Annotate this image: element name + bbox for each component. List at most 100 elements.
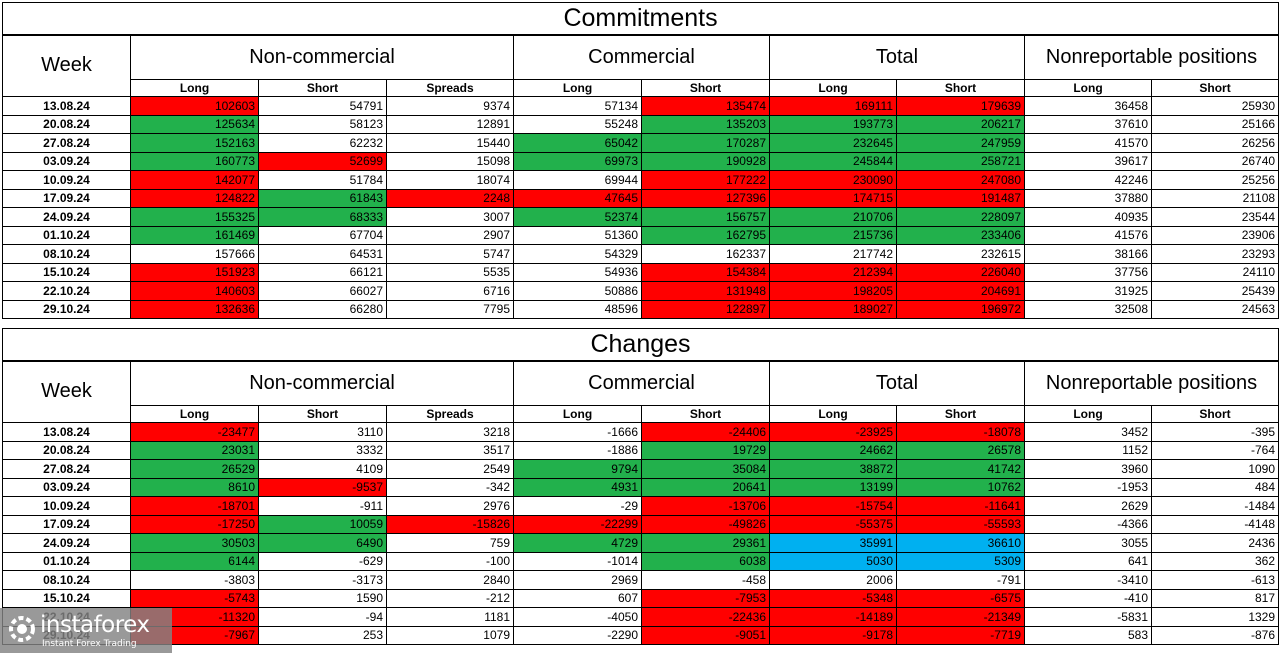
value-cell: 3007 (386, 207, 514, 227)
value-cell: 6490 (258, 533, 387, 553)
table-row: 03.09.24 160773 52699 15098 69973 190928 24584… (2, 151, 1280, 171)
value-cell: 10762 (896, 477, 1025, 497)
value-cell: -23925 (769, 422, 897, 442)
value-cell: -629 (258, 551, 387, 571)
table-row: 27.08.24 152163 62232 15440 65042 170287 23264… (2, 133, 1280, 153)
value-cell: 1079 (386, 625, 514, 645)
value-cell: 41742 (896, 459, 1025, 479)
value-cell: 19729 (641, 440, 770, 460)
value-cell: 23031 (130, 440, 259, 460)
value-cell: -911 (258, 496, 387, 516)
table-row: 20.08.24 125634 58123 12891 55248 135203 19377… (2, 114, 1280, 134)
value-cell: 24662 (769, 440, 897, 460)
value-cell: -18701 (130, 496, 259, 516)
table-row: 24.09.24 155325 68333 3007 52374 156757 210706… (2, 207, 1280, 227)
value-cell: -395 (1150, 422, 1280, 442)
value-cell: 1090 (1150, 459, 1280, 479)
table-row: 15.10.24 151923 66121 5535 54936 154384 212394… (2, 262, 1280, 282)
value-cell: 157666 (130, 244, 259, 264)
group-header-commercial: Commercial (513, 360, 770, 406)
value-cell: 174715 (769, 188, 897, 208)
value-cell: 35084 (641, 459, 770, 479)
subheader-nonreportable-short: Short (1150, 79, 1280, 97)
value-cell: 2976 (386, 496, 514, 516)
value-cell: -410 (1024, 588, 1152, 608)
value-cell: -1886 (513, 440, 642, 460)
value-cell: 228097 (896, 207, 1025, 227)
week-cell: 10.09.24 (2, 496, 131, 516)
value-cell: -100 (386, 551, 514, 571)
value-cell: -212 (386, 588, 514, 608)
value-cell: -21349 (896, 607, 1025, 627)
value-cell: 54936 (513, 262, 642, 282)
subheader-noncommercial-long: Long (130, 405, 259, 423)
value-cell: -9537 (258, 477, 387, 497)
week-cell: 29.10.24 (2, 299, 131, 319)
table-row: 17.09.24 -17250 10059 -15826 -22299 -49826 -55… (2, 514, 1280, 534)
value-cell: 484 (1150, 477, 1280, 497)
value-cell: 4729 (513, 533, 642, 553)
week-cell: 20.08.24 (2, 440, 131, 460)
value-cell: 2907 (386, 225, 514, 245)
value-cell: 47645 (513, 188, 642, 208)
value-cell: 10059 (258, 514, 387, 534)
value-cell: 247959 (896, 133, 1025, 153)
value-cell: -9178 (769, 625, 897, 645)
value-cell: 8610 (130, 477, 259, 497)
value-cell: -15754 (769, 496, 897, 516)
value-cell: -11641 (896, 496, 1025, 516)
value-cell: 161469 (130, 225, 259, 245)
value-cell: 55248 (513, 114, 642, 134)
value-cell: 2840 (386, 570, 514, 590)
value-cell: 23906 (1150, 225, 1280, 245)
value-cell: 24563 (1150, 299, 1280, 319)
value-cell: -17250 (130, 514, 259, 534)
week-cell: 17.09.24 (2, 514, 131, 534)
value-cell: 204691 (896, 281, 1025, 301)
value-cell: 13199 (769, 477, 897, 497)
value-cell: -13706 (641, 496, 770, 516)
value-cell: 25166 (1150, 114, 1280, 134)
group-header-commercial: Commercial (513, 34, 770, 80)
week-cell: 20.08.24 (2, 114, 131, 134)
value-cell: -49826 (641, 514, 770, 534)
value-cell: 156757 (641, 207, 770, 227)
value-cell: 155325 (130, 207, 259, 227)
value-cell: -29 (513, 496, 642, 516)
value-cell: 3452 (1024, 422, 1152, 442)
table-row: 10.09.24 142077 51784 18074 69944 177222 23009… (2, 170, 1280, 190)
value-cell: 162795 (641, 225, 770, 245)
value-cell: 362 (1150, 551, 1280, 571)
value-cell: 2248 (386, 188, 514, 208)
week-cell: 27.08.24 (2, 133, 131, 153)
value-cell: 152163 (130, 133, 259, 153)
value-cell: -55593 (896, 514, 1025, 534)
week-cell: 13.08.24 (2, 422, 131, 442)
value-cell: 65042 (513, 133, 642, 153)
value-cell: -1666 (513, 422, 642, 442)
value-cell: 24110 (1150, 262, 1280, 282)
table-row: 13.08.24 -23477 3110 3218 -1666 -24406 -23925-… (2, 422, 1280, 442)
table-row: 15.10.24 -5743 1590 -212 607 -7953 -5348 -6575-… (2, 588, 1280, 608)
value-cell: -3803 (130, 570, 259, 590)
value-cell: 15440 (386, 133, 514, 153)
value-cell: 131948 (641, 281, 770, 301)
value-cell: 51360 (513, 225, 642, 245)
value-cell: 23293 (1150, 244, 1280, 264)
value-cell: 66027 (258, 281, 387, 301)
value-cell: 189027 (769, 299, 897, 319)
value-cell: 41576 (1024, 225, 1152, 245)
value-cell: 3218 (386, 422, 514, 442)
value-cell: 30503 (130, 533, 259, 553)
value-cell: 36610 (896, 533, 1025, 553)
watermark-logo: instaforex Instant Forex Trading (0, 608, 172, 653)
subheader-nonreportable-long: Long (1024, 79, 1152, 97)
table-row: 27.08.24 26529 4109 2549 9794 35084 38872 41742… (2, 459, 1280, 479)
week-cell: 08.10.24 (2, 570, 131, 590)
value-cell: -764 (1150, 440, 1280, 460)
value-cell: 40935 (1024, 207, 1152, 227)
value-cell: 2549 (386, 459, 514, 479)
value-cell: -9051 (641, 625, 770, 645)
value-cell: 58123 (258, 114, 387, 134)
value-cell: -4050 (513, 607, 642, 627)
